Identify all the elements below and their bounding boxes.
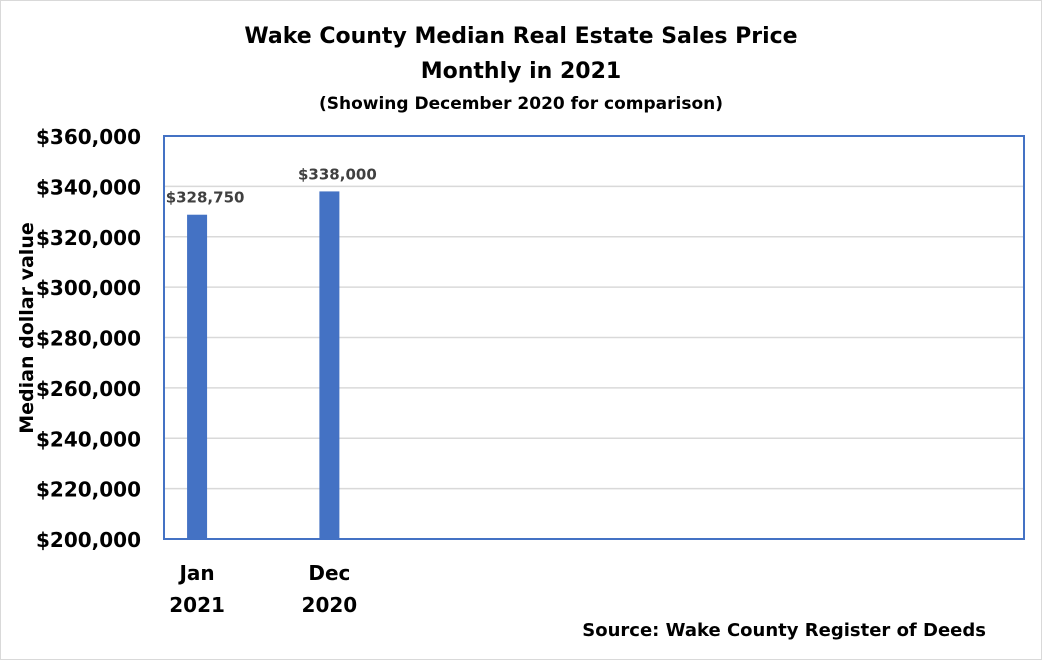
y-tick-label: $340,000 <box>36 175 141 199</box>
x-tick-label: Dec <box>308 561 350 585</box>
chart-title: Wake County Median Real Estate Sales Pri… <box>244 24 797 49</box>
data-label: $328,750 <box>166 189 245 207</box>
x-tick-label: Jan <box>177 561 214 585</box>
y-axis-label: Median dollar value <box>16 222 38 434</box>
y-tick-label: $240,000 <box>36 427 141 451</box>
y-tick-label: $280,000 <box>36 327 141 351</box>
y-tick-label: $320,000 <box>36 226 141 250</box>
y-tick-label: $260,000 <box>36 377 141 401</box>
bar <box>319 191 340 539</box>
x-tick-label: 2020 <box>302 593 358 617</box>
bar <box>187 214 208 539</box>
chart-subtitle: (Showing December 2020 for comparison) <box>319 94 723 114</box>
y-tick-label: $360,000 <box>36 125 141 149</box>
data-label: $338,000 <box>298 165 377 183</box>
y-tick-label: $220,000 <box>36 478 141 502</box>
x-tick-label: 2021 <box>169 593 225 617</box>
y-tick-label: $200,000 <box>36 528 141 552</box>
plot-area-border <box>163 135 1025 540</box>
source-note: Source: Wake County Register of Deeds <box>582 620 986 641</box>
y-tick-label: $300,000 <box>36 276 141 300</box>
chart-title-line2: Monthly in 2021 <box>421 59 621 84</box>
